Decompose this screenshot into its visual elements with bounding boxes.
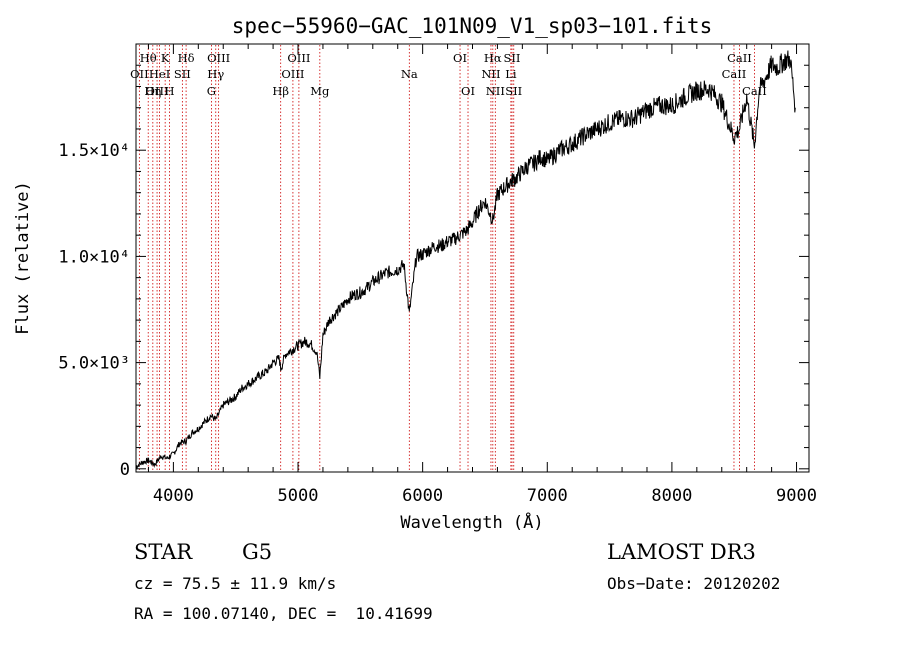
- x-tick-label-2: 6000: [402, 486, 443, 506]
- marker-label-7: SII: [174, 67, 191, 81]
- spectrum-series: [135, 50, 796, 470]
- y-axis-label: Flux (relative): [13, 181, 33, 335]
- y-tick-label-2: 1.0×10⁴: [58, 247, 130, 267]
- y-tick-label-1: 5.0×10³: [58, 354, 130, 374]
- y-tick-label-3: 1.5×10⁴: [58, 141, 130, 161]
- marker-label-15: Mg: [310, 84, 330, 98]
- marker-label-4: HeI: [149, 67, 170, 81]
- chart-title: spec−55960−GAC_101N09_V1_sp03−101.fits: [232, 14, 712, 38]
- marker-label-1: OII: [130, 67, 149, 81]
- marker-label-20: NII: [481, 67, 500, 81]
- y-tick-label-0: 0: [120, 460, 130, 480]
- x-axis: 4000 5000 6000 7000 8000 9000: [147, 44, 817, 506]
- object-class: STAR: [134, 540, 193, 564]
- line-markers: [138, 45, 755, 471]
- marker-label-14: OIII: [281, 67, 304, 81]
- marker-label-16: Na: [401, 67, 418, 81]
- marker-label-6: Hδ: [178, 51, 195, 65]
- marker-label-19: Hα: [484, 51, 502, 65]
- x-axis-label: Wavelength (Å): [400, 511, 543, 533]
- redshift-text: cz = 75.5 ± 11.9 km/s: [134, 574, 337, 593]
- y-axis: 0 5.0×10³ 1.0×10⁴ 1.5×10⁴: [58, 64, 809, 480]
- marker-label-3: K: [161, 51, 170, 65]
- x-tick-label-3: 7000: [527, 486, 568, 506]
- marker-label-9: OIII: [207, 51, 230, 65]
- marker-label-22: SII: [504, 51, 521, 65]
- marker-label-0: Hθ: [140, 51, 157, 65]
- marker-label-21: NII: [486, 84, 505, 98]
- marker-label-26: CaII: [722, 67, 747, 81]
- obs-date: Obs−Date: 20120202: [607, 574, 781, 593]
- coordinates: RA = 100.07140, DEC = 10.41699: [134, 604, 433, 623]
- x-tick-label-0: 4000: [153, 486, 194, 506]
- x-tick-label-5: 9000: [776, 486, 817, 506]
- marker-label-12: Hβ: [272, 84, 289, 98]
- subclass: G5: [242, 540, 273, 564]
- survey-name: LAMOST DR3: [607, 540, 756, 564]
- marker-label-25: CaII: [727, 51, 752, 65]
- plot-frame: [135, 43, 810, 473]
- marker-label-5: Hη: [144, 84, 161, 98]
- marker-label-2: OIII: [146, 84, 169, 98]
- spectrum-line: [135, 50, 796, 470]
- marker-label-13: OIII: [287, 51, 310, 65]
- marker-label-18: OI: [461, 84, 475, 98]
- marker-label-11: G: [207, 84, 216, 98]
- marker-label-17: OI: [453, 51, 467, 65]
- marker-label-8: H: [165, 84, 175, 98]
- marker-label-24: SII: [505, 84, 522, 98]
- x-tick-label-4: 8000: [651, 486, 692, 506]
- marker-label-10: Hγ: [207, 67, 224, 81]
- x-tick-label-1: 5000: [278, 486, 319, 506]
- marker-label-23: Li: [505, 67, 517, 81]
